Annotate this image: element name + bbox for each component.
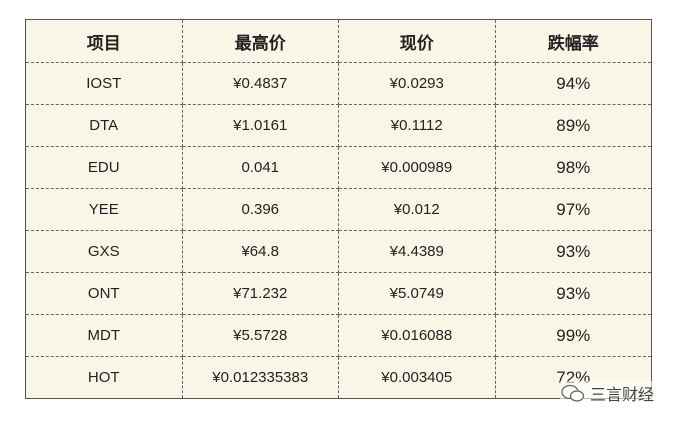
header-drop-rate: 跌幅率 (494, 19, 652, 63)
table-row: YEE 0.396 ¥0.012 97% (25, 188, 652, 231)
cell-item: YEE (25, 188, 183, 231)
cell-drop-rate: 97% (494, 188, 652, 231)
header-high-price: 最高价 (181, 19, 339, 63)
cell-item: GXS (25, 230, 183, 273)
cell-high-price: ¥0.012335383 (181, 356, 339, 399)
cell-current-price: ¥0.012 (338, 188, 496, 231)
cell-high-price: ¥64.8 (181, 230, 339, 273)
table-row: IOST ¥0.4837 ¥0.0293 94% (25, 62, 652, 105)
price-table: 项目 最高价 现价 跌幅率 IOST ¥0.4837 ¥0.0293 94% DTA ¥1… (25, 19, 652, 399)
cell-drop-rate: 94% (494, 62, 652, 105)
cell-drop-rate: 98% (494, 146, 652, 189)
table-row: MDT ¥5.5728 ¥0.016088 99% (25, 314, 652, 357)
table-row: EDU 0.041 ¥0.000989 98% (25, 146, 652, 189)
cell-current-price: ¥0.003405 (338, 356, 496, 399)
cell-current-price: ¥0.000989 (338, 146, 496, 189)
table-row: GXS ¥64.8 ¥4.4389 93% (25, 230, 652, 273)
table-row: DTA ¥1.0161 ¥0.1112 89% (25, 104, 652, 147)
cell-high-price: 0.396 (181, 188, 339, 231)
table-row: ONT ¥71.232 ¥5.0749 93% (25, 272, 652, 315)
table-row: HOT ¥0.012335383 ¥0.003405 72% (25, 356, 652, 399)
cell-current-price: ¥0.1112 (338, 104, 496, 147)
cell-high-price: ¥0.4837 (181, 62, 339, 105)
wechat-icon (561, 384, 585, 402)
cell-drop-rate: 89% (494, 104, 652, 147)
cell-drop-rate: 93% (494, 272, 652, 315)
cell-current-price: ¥4.4389 (338, 230, 496, 273)
cell-item: HOT (25, 356, 183, 399)
cell-high-price: ¥1.0161 (181, 104, 339, 147)
watermark: 三言财经 (560, 381, 655, 405)
header-item: 项目 (25, 19, 183, 63)
cell-drop-rate: 93% (494, 230, 652, 273)
cell-item: MDT (25, 314, 183, 357)
header-current-price: 现价 (338, 19, 496, 63)
cell-high-price: ¥71.232 (181, 272, 339, 315)
cell-current-price: ¥0.016088 (338, 314, 496, 357)
cell-current-price: ¥5.0749 (338, 272, 496, 315)
cell-item: ONT (25, 272, 183, 315)
cell-high-price: ¥5.5728 (181, 314, 339, 357)
table-header-row: 项目 最高价 现价 跌幅率 (25, 19, 652, 63)
cell-item: DTA (25, 104, 183, 147)
cell-high-price: 0.041 (181, 146, 339, 189)
cell-item: IOST (25, 62, 183, 105)
cell-drop-rate: 99% (494, 314, 652, 357)
watermark-text: 三言财经 (590, 385, 655, 404)
cell-item: EDU (25, 146, 183, 189)
cell-current-price: ¥0.0293 (338, 62, 496, 105)
